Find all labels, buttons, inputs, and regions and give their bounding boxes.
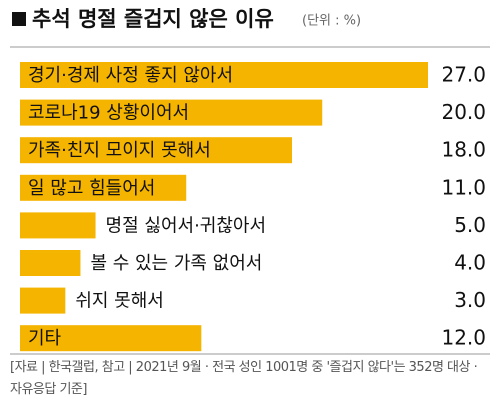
title-bullet: [12, 12, 26, 26]
bar: [20, 174, 187, 201]
category-label: 명절 싫어서·귀찮아서: [106, 215, 266, 236]
category-label: 코로나19 상황이어서: [28, 103, 189, 124]
value-label: 12.0: [441, 326, 486, 350]
bar: [20, 325, 202, 352]
value-label: 18.0: [441, 138, 486, 162]
category-label: 기타: [28, 328, 62, 349]
bar: [20, 287, 66, 314]
source-note: [자료 | 한국갤럽, 참고 | 2021년 9월 · 전국 성인 1001명 …: [10, 360, 478, 397]
bar: [20, 99, 323, 126]
category-label: 가족·친지 모이지 못해서: [28, 140, 211, 161]
value-label: 11.0: [441, 175, 486, 199]
chart: 추석 명절 즐겁지 않은 이유 (단위 : %) 경기·경제 사정 좋지 않아서…: [10, 7, 490, 355]
bar: [20, 250, 81, 276]
category-label: 일 많고 힘들어서: [28, 178, 155, 199]
category-label: 경기·경제 사정 좋지 않아서: [28, 65, 233, 86]
value-label: 3.0: [454, 288, 486, 312]
bar: [20, 137, 292, 164]
value-label: 20.0: [441, 100, 486, 124]
value-label: 5.0: [454, 213, 486, 237]
unit-label: (단위 : %): [302, 14, 361, 29]
value-label: 27.0: [441, 63, 486, 87]
category-label: 볼 수 있는 가족 없어서: [90, 253, 262, 274]
value-label: 4.0: [454, 251, 486, 275]
bar: [20, 62, 428, 88]
chart-title: 추석 명절 즐겁지 않은 이유: [32, 7, 274, 31]
category-label: 쉬지 못해서: [75, 291, 164, 312]
bar: [20, 212, 96, 239]
